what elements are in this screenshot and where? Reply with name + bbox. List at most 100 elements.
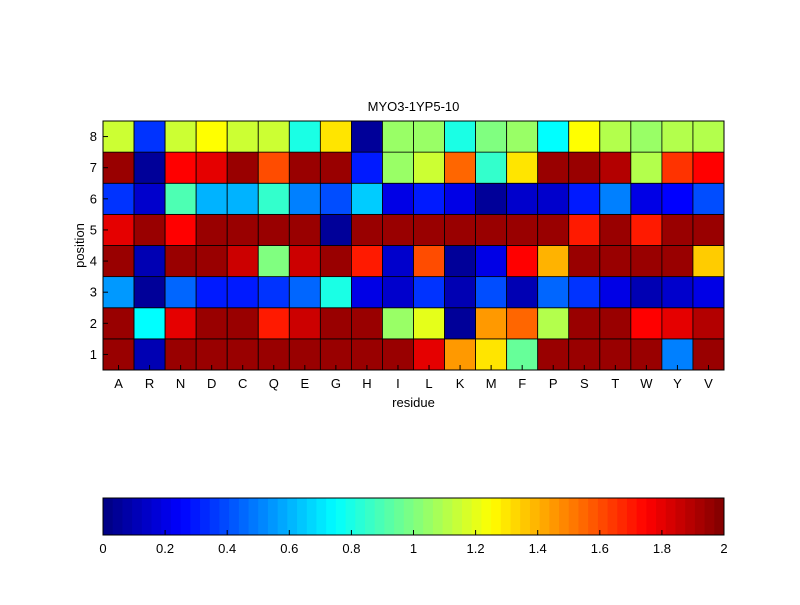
heatmap-cell-8-D: [195, 120, 228, 153]
heatmap-cell-8-M: [475, 120, 508, 153]
heatmap-cell-7-S: [568, 151, 601, 184]
colorbar-tick-label: 0.4: [218, 541, 236, 556]
heatmap-cell-3-D: [195, 276, 228, 309]
heatmap-cell-1-Q: [257, 338, 290, 371]
colorbar-segment: [151, 498, 162, 535]
heatmap-cell-7-N: [164, 151, 197, 184]
colorbar-segment: [646, 498, 657, 535]
heatmap-cell-2-Q: [257, 307, 290, 340]
heatmap-cell-4-T: [599, 245, 632, 278]
colorbar-tick-label: 1.8: [653, 541, 671, 556]
heatmap-cell-2-L: [413, 307, 445, 340]
heatmap-cell-4-A: [102, 245, 135, 278]
heatmap-cell-2-F: [506, 307, 539, 340]
heatmap-cell-7-K: [444, 151, 476, 184]
heatmap-cell-1-S: [568, 338, 601, 371]
colorbar-segment: [180, 498, 191, 535]
heatmap-cell-6-A: [102, 182, 135, 215]
colorbar-segment: [432, 498, 444, 535]
x-tick-label: Y: [673, 376, 682, 391]
heatmap-cell-4-Q: [257, 245, 290, 278]
heatmap-cell-4-W: [630, 245, 663, 278]
heatmap-cell-4-M: [475, 245, 508, 278]
x-tick-label: K: [456, 376, 465, 391]
colorbar-segment: [588, 498, 599, 535]
x-tick-label: P: [549, 376, 558, 391]
colorbar-segment: [617, 498, 628, 535]
heatmap-cell-3-S: [568, 276, 601, 309]
colorbar-segment: [287, 498, 298, 535]
colorbar-segment: [190, 498, 201, 535]
heatmap-cell-4-I: [382, 245, 414, 278]
heatmap-cell-5-E: [288, 213, 321, 246]
x-tick-label: D: [207, 376, 216, 391]
colorbar-tick-label: 0.8: [342, 541, 360, 556]
heatmap-cell-7-I: [382, 151, 414, 184]
heatmap-cell-6-G: [319, 182, 352, 215]
heatmap-cell-7-V: [692, 151, 725, 184]
heatmap-cell-8-R: [133, 120, 166, 153]
colorbar-segment: [258, 498, 269, 535]
colorbar-segment: [238, 498, 250, 535]
x-tick-label: A: [114, 376, 123, 391]
x-tick-label: I: [396, 376, 400, 391]
colorbar-segment: [510, 498, 521, 535]
heatmap-cell-2-H: [350, 307, 383, 340]
colorbar-segment: [267, 498, 279, 535]
heatmap-cell-3-L: [413, 276, 445, 309]
heatmap-cell-5-Y: [661, 213, 694, 246]
colorbar-segment: [394, 498, 405, 535]
heatmap-cell-6-L: [413, 182, 445, 215]
colorbar-segment: [306, 498, 317, 535]
colorbar-segment: [374, 498, 385, 535]
heatmap-cell-6-R: [133, 182, 166, 215]
colorbar-segment: [345, 498, 356, 535]
x-tick-label: T: [611, 376, 619, 391]
colorbar-segment: [132, 498, 143, 535]
chart-title: MYO3-1YP5-10: [368, 99, 460, 114]
colorbar-segment: [607, 498, 618, 535]
heatmap-cell-6-K: [444, 182, 476, 215]
colorbar-segment: [141, 498, 153, 535]
colorbar-segment: [491, 498, 502, 535]
heatmap-cell-2-Y: [661, 307, 694, 340]
colorbar-segment: [248, 498, 259, 535]
heatmap-cell-4-C: [226, 245, 259, 278]
y-tick-label: 1: [90, 347, 97, 362]
heatmap-cell-7-E: [288, 151, 321, 184]
heatmap-cell-6-W: [630, 182, 663, 215]
heatmap-cell-2-V: [692, 307, 725, 340]
colorbar-segment: [170, 498, 182, 535]
x-axis-label: residue: [392, 395, 435, 410]
x-tick-label: W: [640, 376, 653, 391]
heatmap-cell-7-R: [133, 151, 166, 184]
heatmap-cell-8-E: [288, 120, 321, 153]
heatmap-cell-6-Q: [257, 182, 290, 215]
heatmap-cell-4-V: [692, 245, 725, 278]
colorbar-segment: [520, 498, 531, 535]
heatmap-cell-3-T: [599, 276, 632, 309]
heatmap-cell-8-S: [568, 120, 601, 153]
colorbar-segment: [316, 498, 327, 535]
heatmap-cell-4-N: [164, 245, 197, 278]
heatmap-cell-7-W: [630, 151, 663, 184]
x-tick-label: S: [580, 376, 589, 391]
colorbar-segment: [161, 498, 172, 535]
heatmap-cell-2-I: [382, 307, 414, 340]
heatmap-cell-3-M: [475, 276, 508, 309]
x-tick-label: R: [145, 376, 154, 391]
heatmap-cell-6-S: [568, 182, 601, 215]
heatmap-cell-6-V: [692, 182, 725, 215]
heatmap-cell-3-C: [226, 276, 259, 309]
heatmap-cell-4-P: [537, 245, 570, 278]
colorbar-segment: [694, 498, 706, 535]
y-tick-label: 4: [90, 254, 97, 269]
heatmap-cell-2-M: [475, 307, 508, 340]
heatmap-cell-2-G: [319, 307, 352, 340]
heatmap-cell-5-P: [537, 213, 570, 246]
heatmap-cell-7-M: [475, 151, 508, 184]
heatmap-cell-3-Q: [257, 276, 290, 309]
colorbar-segment: [578, 498, 589, 535]
